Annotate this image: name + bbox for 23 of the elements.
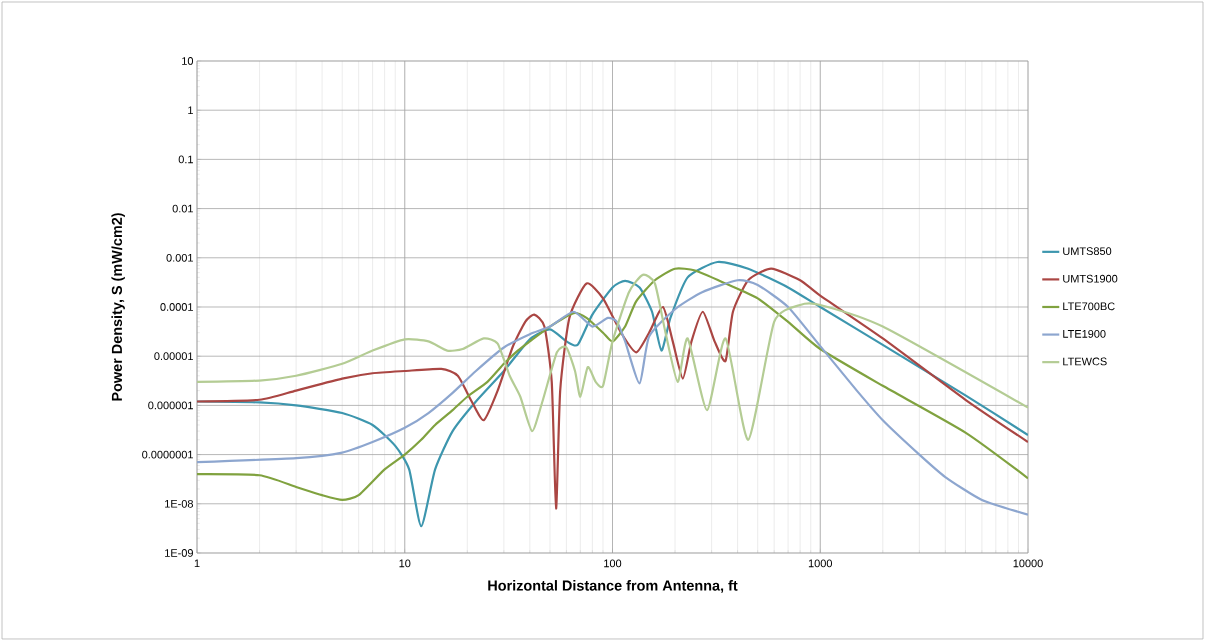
x-tick-label: 1	[194, 559, 200, 568]
y-tick-label: 1E-08	[165, 499, 193, 508]
legend-label: LTE700BC	[1063, 302, 1115, 311]
y-tick-label: 0.0001	[160, 303, 193, 311]
y-tick-label: 1E-09	[165, 549, 193, 557]
y-tick-label: 0.000001	[148, 401, 193, 410]
x-tick-label: 10000	[1013, 559, 1043, 568]
x-tick-label: 100	[604, 559, 622, 568]
y-tick-label: 0.01	[172, 204, 193, 213]
legend-label: UMTS1900	[1063, 274, 1118, 283]
legend-label: LTEWCS	[1063, 357, 1107, 366]
y-tick-label: 10	[182, 57, 194, 65]
y-tick-label: 0.0000001	[142, 450, 193, 459]
x-axis-title: Horizontal Distance from Antenna, ft	[488, 580, 738, 593]
y-tick-label: 0.00001	[154, 352, 193, 361]
y-tick-label: 0.001	[166, 253, 193, 262]
x-tick-label: 1000	[808, 559, 832, 568]
legend-label: LTE1900	[1063, 330, 1106, 338]
legend-label: UMTS850	[1063, 247, 1112, 256]
y-tick-label: 1	[188, 106, 193, 114]
y-tick-label: 0.1	[178, 155, 193, 164]
x-tick-label: 10	[399, 559, 411, 568]
y-axis-title: Power Density, S (mW/cm2)	[111, 213, 125, 401]
